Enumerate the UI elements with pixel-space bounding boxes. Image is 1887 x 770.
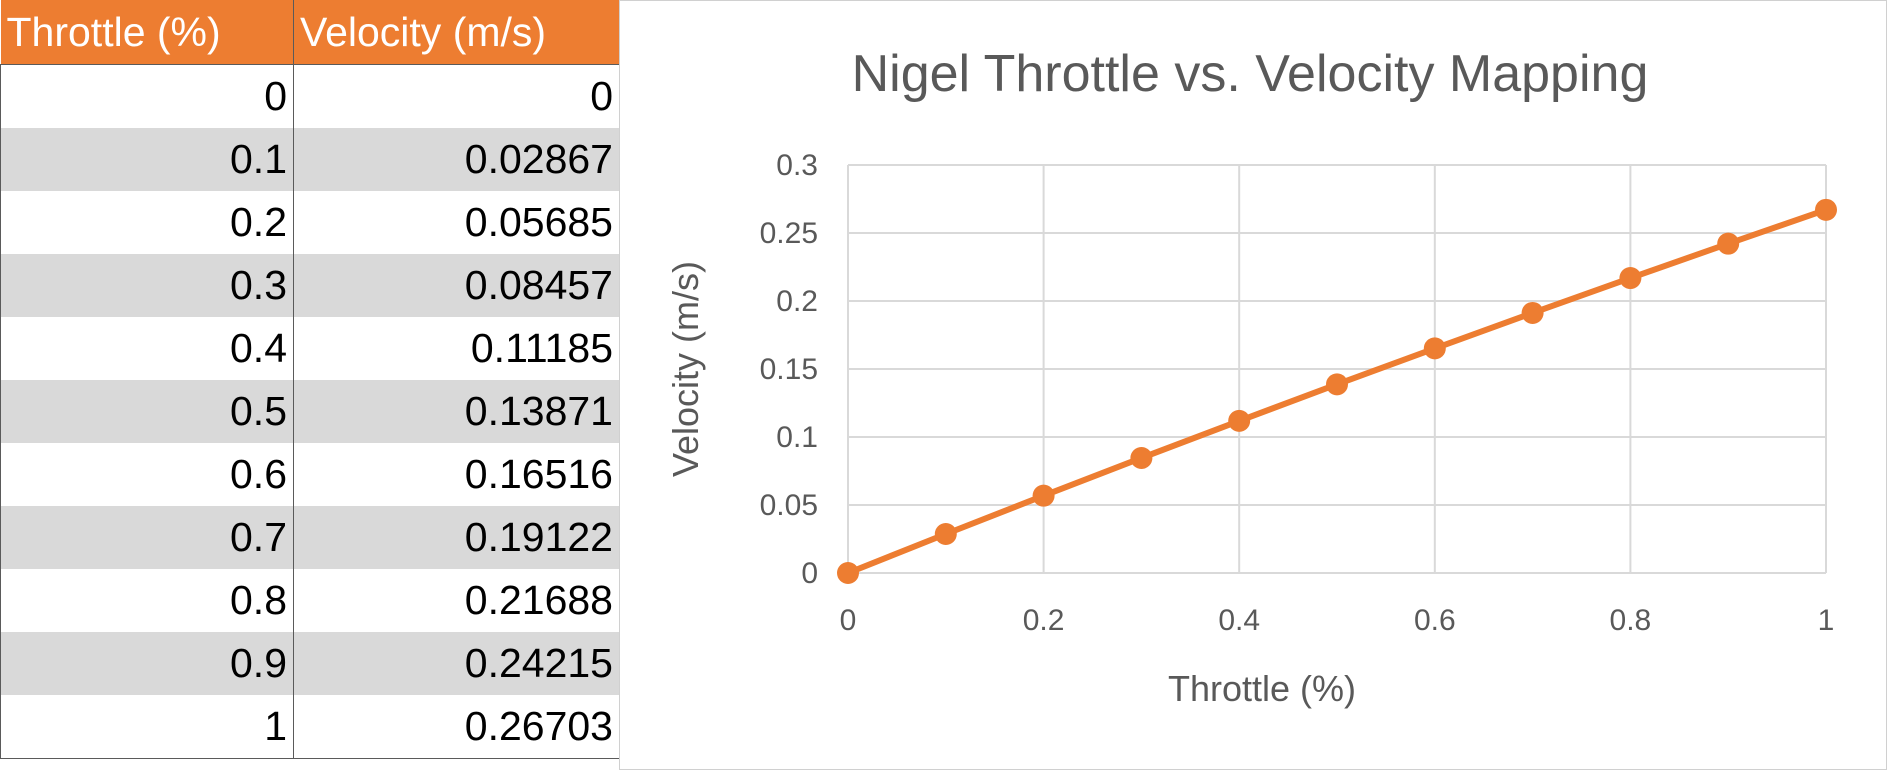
- throttle-cell[interactable]: 0.2: [0, 191, 294, 254]
- data-point[interactable]: [934, 523, 957, 546]
- data-point[interactable]: [837, 562, 859, 584]
- data-point[interactable]: [1228, 409, 1251, 432]
- y-tick-label: 0.1: [776, 421, 818, 454]
- y-tick-label: 0.05: [760, 489, 818, 522]
- velocity-cell[interactable]: 0.19122: [293, 506, 620, 569]
- table-header-row: Throttle (%) Velocity (m/s): [0, 0, 620, 65]
- y-tick-label: 0: [801, 557, 818, 590]
- table-row: 0.5 0.13871: [0, 380, 620, 443]
- data-point[interactable]: [1619, 267, 1642, 290]
- velocity-cell[interactable]: 0.08457: [293, 254, 620, 317]
- header-throttle[interactable]: Throttle (%): [0, 0, 294, 65]
- velocity-cell[interactable]: 0.24215: [293, 632, 620, 695]
- throttle-cell[interactable]: 0.7: [0, 506, 294, 569]
- velocity-cell[interactable]: 0.16516: [293, 443, 620, 506]
- table-row: 0.6 0.16516: [0, 443, 620, 506]
- data-table: Throttle (%) Velocity (m/s) 0 0 0.1 0.02867…: [0, 0, 620, 759]
- table-row: 0.4 0.11185: [0, 317, 620, 380]
- x-tick-label: 0.4: [1218, 604, 1260, 637]
- throttle-cell[interactable]: 0.3: [0, 254, 294, 317]
- header-velocity[interactable]: Velocity (m/s): [293, 0, 620, 65]
- velocity-cell[interactable]: 0.02867: [293, 128, 620, 191]
- y-tick-label: 0.3: [776, 149, 818, 182]
- data-point[interactable]: [1717, 232, 1740, 255]
- velocity-cell[interactable]: 0.05685: [293, 191, 620, 254]
- data-point[interactable]: [1521, 301, 1544, 324]
- throttle-cell[interactable]: 0.8: [0, 569, 294, 632]
- x-tick-label: 0.2: [1023, 604, 1065, 637]
- y-tick-label: 0.15: [760, 353, 818, 386]
- chart-title: Nigel Throttle vs. Velocity Mapping: [852, 45, 1649, 103]
- x-tick-label: 1: [1818, 604, 1835, 637]
- velocity-cell[interactable]: 0.13871: [293, 380, 620, 443]
- throttle-cell[interactable]: 0.5: [0, 380, 294, 443]
- velocity-cell[interactable]: 0.21688: [293, 569, 620, 632]
- table-row: 0.3 0.08457: [0, 254, 620, 317]
- velocity-cell[interactable]: 0: [293, 64, 620, 128]
- y-axis-ticks: 0 0.05 0.1 0.15 0.2 0.25 0.3: [760, 149, 818, 590]
- y-tick-label: 0.2: [776, 285, 818, 318]
- grid-lines: [847, 164, 1827, 574]
- throttle-cell[interactable]: 0.9: [0, 632, 294, 695]
- x-tick-label: 0.8: [1610, 604, 1652, 637]
- x-tick-label: 0: [840, 604, 857, 637]
- line-chart: Nigel Throttle vs. Velocity Mapping 0 0.0…: [665, 45, 1837, 709]
- data-point[interactable]: [1130, 446, 1153, 469]
- table-row: 0.1 0.02867: [0, 128, 620, 191]
- throttle-cell[interactable]: 0.6: [0, 443, 294, 506]
- y-tick-label: 0.25: [760, 217, 818, 250]
- chart-area[interactable]: Nigel Throttle vs. Velocity Mapping 0 0.0…: [619, 0, 1887, 770]
- throttle-cell[interactable]: 0.1: [0, 128, 294, 191]
- data-point[interactable]: [1423, 337, 1446, 360]
- table-row: 1 0.26703: [0, 695, 620, 759]
- throttle-cell[interactable]: 1: [0, 695, 294, 759]
- x-tick-label: 0.6: [1414, 604, 1456, 637]
- velocity-cell[interactable]: 0.11185: [293, 317, 620, 380]
- x-axis-ticks: 0 0.2 0.4 0.6 0.8 1: [840, 604, 1835, 637]
- series-layer: [837, 198, 1837, 584]
- table-row: 0.7 0.19122: [0, 506, 620, 569]
- throttle-cell[interactable]: 0: [0, 64, 294, 128]
- table-row: 0.9 0.24215: [0, 632, 620, 695]
- data-table-region: Throttle (%) Velocity (m/s) 0 0 0.1 0.02867…: [0, 0, 620, 770]
- table-row: 0.8 0.21688: [0, 569, 620, 632]
- x-axis-title: Throttle (%): [1168, 668, 1356, 709]
- throttle-cell[interactable]: 0.4: [0, 317, 294, 380]
- data-point[interactable]: [1326, 373, 1348, 396]
- data-point[interactable]: [1032, 484, 1055, 507]
- table-row: 0.2 0.05685: [0, 191, 620, 254]
- y-axis-title: Velocity (m/s): [665, 261, 706, 477]
- velocity-cell[interactable]: 0.26703: [293, 695, 620, 759]
- data-point[interactable]: [1815, 198, 1837, 221]
